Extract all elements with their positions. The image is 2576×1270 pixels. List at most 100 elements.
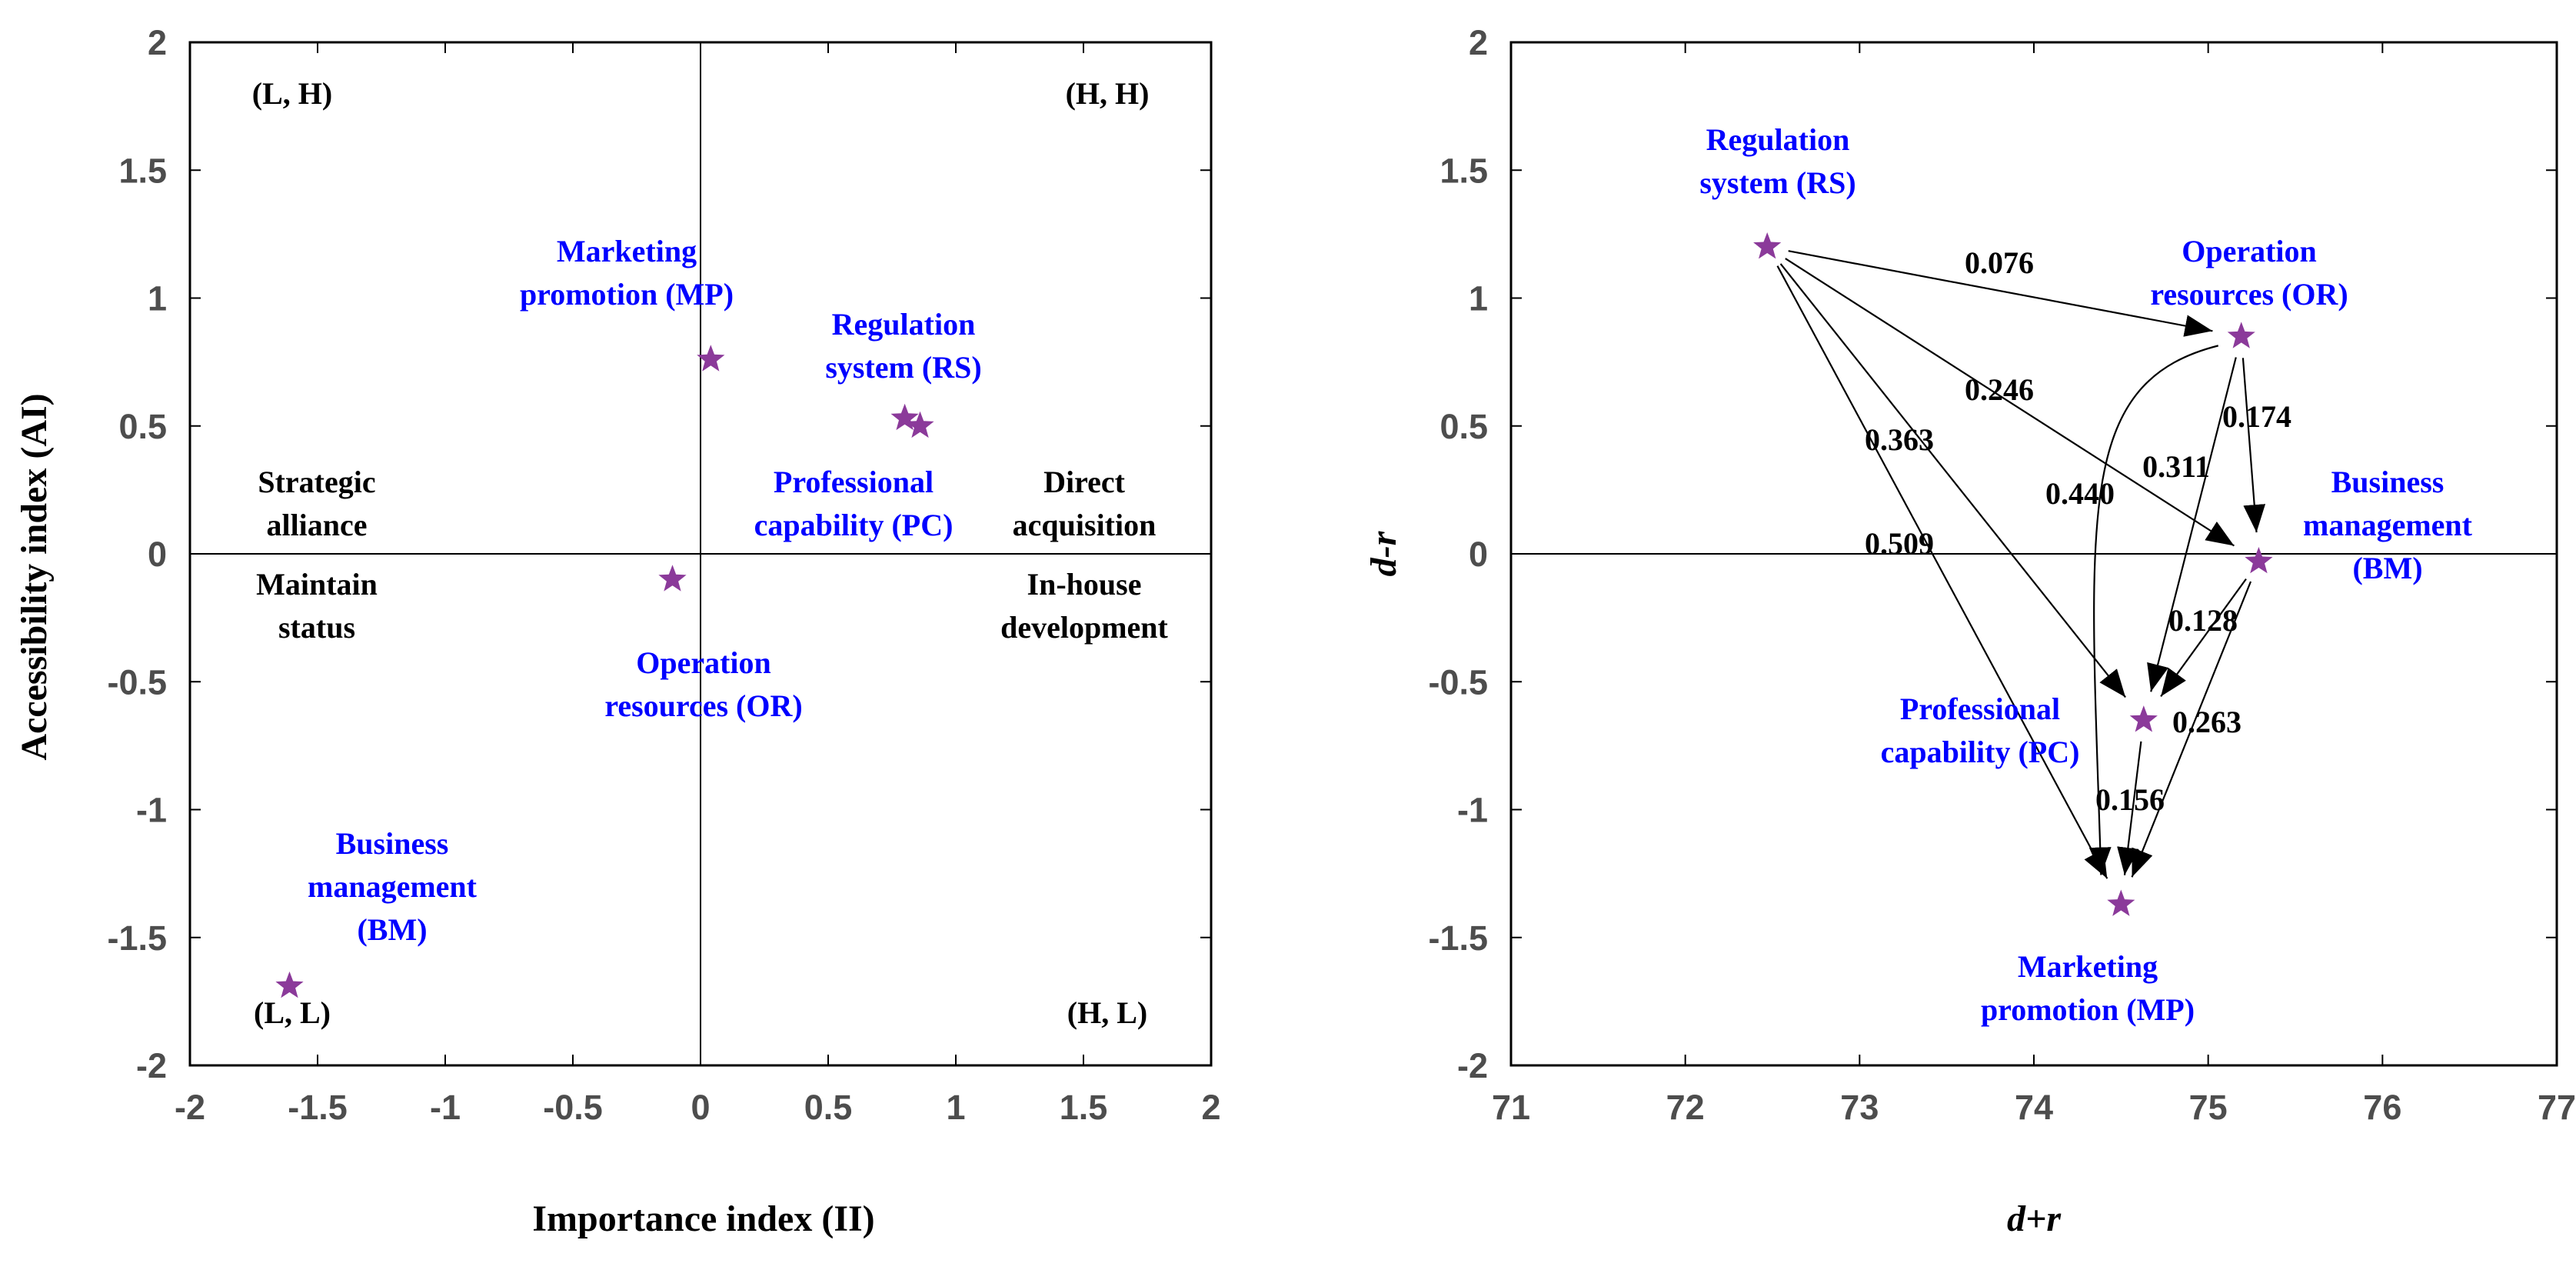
right-y-tick-label: 0 xyxy=(1469,535,1488,574)
right-point-mp xyxy=(2107,889,2135,916)
edge-bm-mp xyxy=(2131,581,2252,878)
edge-or-mp xyxy=(2088,345,2219,875)
right-point-pc xyxy=(2129,705,2158,732)
left-point-label-mp-line: Marketing xyxy=(557,234,697,268)
left-point-label-mp: Marketing promotion (MP) xyxy=(520,234,734,312)
quadrant-label-ll: (L, L) xyxy=(254,995,331,1030)
right-y-tick-label: 1.5 xyxy=(1439,151,1488,190)
left-point-mp xyxy=(697,345,725,372)
left-point-label-bm-line: Business xyxy=(336,826,449,861)
left-y-tick-label: -2 xyxy=(136,1046,167,1085)
quadrant-label-hl: (H, L) xyxy=(1067,995,1147,1030)
edge-weight-or-pc: 0.311 xyxy=(2142,449,2210,484)
left-point-label-mp-line: promotion (MP) xyxy=(520,277,734,312)
left-x-tick-label: -1 xyxy=(430,1088,461,1127)
left-point-label-or-line: resources (OR) xyxy=(604,688,802,723)
left-x-tick-label: 1.5 xyxy=(1060,1088,1108,1127)
region-label-strategic: Strategic alliance xyxy=(258,465,375,542)
edge-weight-bm-pc: 0.128 xyxy=(2168,603,2238,638)
right-point-label-bm-line: Business xyxy=(2331,465,2445,499)
right-x-tick-label: 77 xyxy=(2538,1088,2576,1127)
right-x-tick-label: 71 xyxy=(1492,1088,1530,1127)
quadrant-label-hh: (H, H) xyxy=(1066,76,1150,111)
edge-weight-bm-mp: 0.263 xyxy=(2172,705,2242,739)
region-label-strategic-line: alliance xyxy=(266,508,367,542)
right-x-axis-title: d+r xyxy=(2007,1198,2062,1239)
edge-rs-pc xyxy=(1779,263,2126,698)
region-label-strategic-line: Strategic xyxy=(258,465,375,499)
left-y-tick-label: -0.5 xyxy=(107,662,167,702)
left-x-tick-label: -0.5 xyxy=(543,1088,603,1127)
edge-weight-rs-mp: 0.509 xyxy=(1865,526,1934,561)
right-y-tick-label: 0.5 xyxy=(1439,407,1488,446)
left-y-tick-label: -1 xyxy=(136,791,167,830)
right-x-tick-label: 75 xyxy=(2189,1088,2228,1127)
edge-or-bm xyxy=(2242,358,2266,533)
edge-pc-mp xyxy=(2117,741,2142,875)
right-point-label-mp: Marketing promotion (MP) xyxy=(1981,949,2195,1027)
right-point-label-pc-line: Professional xyxy=(1900,692,2060,726)
left-y-tick-label: 1.5 xyxy=(118,151,167,190)
left-point-label-bm-line: management xyxy=(308,869,478,904)
edge-rs-bm xyxy=(1785,258,2235,547)
region-label-inhouse-line: In-house xyxy=(1027,567,1142,602)
quadrant-label-lh: (L, H) xyxy=(252,76,332,111)
left-y-tick-label: 1 xyxy=(148,279,167,318)
right-x-tick-label: 76 xyxy=(2363,1088,2401,1127)
region-label-direct-line: Direct xyxy=(1043,465,1126,499)
right-x-tick-label: 73 xyxy=(1840,1088,1879,1127)
left-y-axis-title: Accessibility index (AI) xyxy=(14,393,55,760)
edge-or-pc xyxy=(2147,357,2237,692)
edge-rs-mp xyxy=(1776,265,2108,879)
left-y-tick-label: -1.5 xyxy=(107,918,167,958)
left-x-axis-title: Importance index (II) xyxy=(532,1198,874,1239)
right-point-label-bm: Business management (BM) xyxy=(2303,465,2473,585)
left-point-label-pc-line: capability (PC) xyxy=(754,508,954,542)
edge-weight-rs-pc: 0.363 xyxy=(1865,422,1934,457)
region-label-direct: Direct acquisition xyxy=(1013,465,1157,542)
right-y-tick-label: -0.5 xyxy=(1428,662,1488,702)
left-chart-panel: -2 -1.5 -1 -0.5 0 0.5 1 1.5 2 2 1.5 1 0.5 0 -0.5 -1 -1.5… xyxy=(107,23,1220,1127)
left-point-label-bm: Business management (BM) xyxy=(308,826,478,947)
left-x-tick-label: 0 xyxy=(691,1088,710,1127)
left-x-tick-label: -1.5 xyxy=(288,1088,348,1127)
left-point-pc xyxy=(890,403,919,431)
region-label-direct-line: acquisition xyxy=(1013,508,1157,542)
edge-bm-pc xyxy=(2160,578,2247,698)
right-point-label-rs: Regulation system (RS) xyxy=(1699,122,1855,200)
left-point-label-rs: Regulation system (RS) xyxy=(825,307,981,385)
right-point-label-bm-line: (BM) xyxy=(2352,551,2422,585)
left-point-bm xyxy=(275,971,304,998)
right-y-tick-label: -2 xyxy=(1457,1046,1488,1085)
left-point-label-or-line: Operation xyxy=(636,645,771,680)
right-point-label-or-line: Operation xyxy=(2182,234,2317,268)
left-point-rs xyxy=(906,411,934,438)
region-label-inhouse: In-house development xyxy=(1000,567,1168,645)
right-y-tick-label: 2 xyxy=(1469,23,1488,62)
left-x-tick-label: 2 xyxy=(1201,1088,1220,1127)
left-x-tick-label: -2 xyxy=(175,1088,205,1127)
right-point-rs xyxy=(1753,232,1782,259)
edge-weight-or-bm: 0.174 xyxy=(2222,399,2291,434)
right-point-label-mp-line: promotion (MP) xyxy=(1981,992,2195,1027)
right-y-tick-label: 1 xyxy=(1469,279,1488,318)
left-point-label-or: Operation resources (OR) xyxy=(604,645,802,723)
edge-weight-rs-or: 0.076 xyxy=(1965,245,2034,280)
region-label-inhouse-line: development xyxy=(1000,610,1168,645)
right-y-axis-title: d-r xyxy=(1363,530,1404,576)
left-point-label-bm-line: (BM) xyxy=(357,912,427,947)
left-y-tick-label: 0.5 xyxy=(118,407,167,446)
right-point-label-or: Operation resources (OR) xyxy=(2150,234,2348,312)
right-chart-panel: 71 72 73 74 75 76 77 2 1.5 1 0.5 0 -0.5 -1 -1.5 -2 0.076… xyxy=(1428,23,2576,1127)
left-point-or xyxy=(658,565,687,592)
right-point-label-pc: Professional capability (PC) xyxy=(1881,692,2080,769)
right-point-label-rs-line: system (RS) xyxy=(1699,165,1855,200)
left-y-tick-label: 0 xyxy=(148,535,167,574)
left-point-label-pc-line: Professional xyxy=(774,465,934,499)
left-point-label-pc: Professional capability (PC) xyxy=(754,465,954,542)
right-point-label-rs-line: Regulation xyxy=(1706,122,1850,157)
edge-weight-pc-mp: 0.156 xyxy=(2095,782,2165,817)
right-y-tick-label: -1 xyxy=(1457,791,1488,830)
edge-rs-or xyxy=(1788,250,2213,337)
